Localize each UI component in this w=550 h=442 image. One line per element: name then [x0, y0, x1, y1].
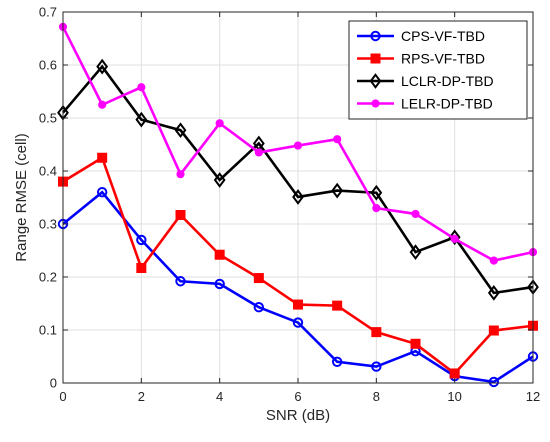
legend-label: LCLR-DP-TBD	[401, 73, 494, 89]
data-point	[136, 262, 147, 273]
data-point	[371, 361, 382, 372]
data-point	[411, 209, 420, 219]
legend-marker	[369, 73, 382, 89]
data-point	[136, 234, 147, 246]
data-point	[449, 368, 460, 379]
y-tick-label: 0.3	[39, 217, 57, 232]
y-axis-label: Range RMSE (cell)	[13, 133, 30, 261]
data-point	[371, 327, 382, 338]
data-point	[214, 249, 225, 260]
data-point	[175, 209, 186, 220]
legend-marker	[371, 99, 380, 108]
series-lelr-dp-tbd	[58, 22, 538, 265]
data-point	[293, 299, 303, 310]
y-tick-label: 0.2	[39, 270, 57, 285]
data-point	[135, 111, 148, 128]
data-point	[97, 152, 108, 163]
data-point	[370, 184, 383, 201]
data-point	[331, 182, 344, 199]
data-point	[214, 278, 225, 290]
legend-entry-lelr-dp-tbd: LELR-DP-TBD	[357, 96, 493, 112]
data-point	[332, 300, 343, 311]
data-point	[175, 276, 186, 287]
data-point	[215, 119, 224, 128]
series-group	[57, 22, 539, 388]
axes-box	[62, 11, 534, 384]
data-point	[137, 83, 146, 92]
x-tick-label: 12	[526, 389, 540, 404]
data-point	[489, 256, 498, 265]
data-point	[174, 122, 187, 139]
data-point	[409, 244, 422, 260]
x-axis-label: SNR (dB)	[266, 407, 330, 424]
data-point	[254, 148, 263, 157]
data-point	[96, 58, 109, 75]
x-tick-label: 10	[447, 389, 461, 404]
data-point	[488, 325, 499, 336]
y-tick-label: 0	[50, 376, 57, 391]
legend-marker	[370, 30, 381, 42]
y-tick-label: 0.6	[39, 58, 57, 73]
data-point	[98, 100, 107, 109]
data-point	[253, 273, 264, 284]
data-point	[450, 234, 459, 243]
data-point	[292, 189, 304, 205]
legend-label: RPS-VF-TBD	[401, 51, 485, 67]
data-point	[253, 302, 265, 313]
x-tick-label: 4	[216, 389, 223, 404]
data-point	[410, 338, 421, 349]
axes: 0 2 4 6 8 10 12 0 0.1 0.2 0.3 0.4 0.5 0.6 0.7	[39, 5, 540, 405]
y-tick-label: 0.1	[39, 323, 57, 338]
data-point	[293, 141, 303, 150]
legend: CPS-VF-TBD RPS-VF-TBD LCLR-DP-TBD LELR-DP-T…	[348, 20, 528, 120]
data-point	[487, 285, 500, 301]
data-point	[448, 229, 461, 246]
data-point	[176, 170, 185, 179]
data-point	[488, 376, 500, 388]
legend-entry-rps-vf-tbd: RPS-VF-TBD	[357, 51, 485, 67]
data-point	[333, 135, 342, 144]
x-tick-label: 8	[373, 389, 380, 404]
y-tick-label: 0.5	[39, 111, 57, 126]
legend-label: LELR-DP-TBD	[401, 96, 493, 112]
x-tick-label: 0	[59, 389, 66, 404]
legend-entry-lclr-dp-tbd: LCLR-DP-TBD	[357, 73, 494, 89]
data-point	[213, 172, 226, 188]
data-point	[331, 356, 343, 367]
data-point	[372, 204, 381, 213]
legend-entry-cps-vf-tbd: CPS-VF-TBD	[357, 28, 485, 44]
data-point	[292, 317, 304, 328]
legend-label: CPS-VF-TBD	[401, 28, 485, 44]
x-tick-label: 2	[138, 389, 145, 404]
y-tick-label: 0.7	[39, 5, 57, 20]
y-tick-label: 0.4	[39, 164, 57, 179]
legend-marker	[370, 53, 381, 64]
data-point	[96, 187, 108, 198]
x-tick-label: 6	[294, 389, 301, 404]
